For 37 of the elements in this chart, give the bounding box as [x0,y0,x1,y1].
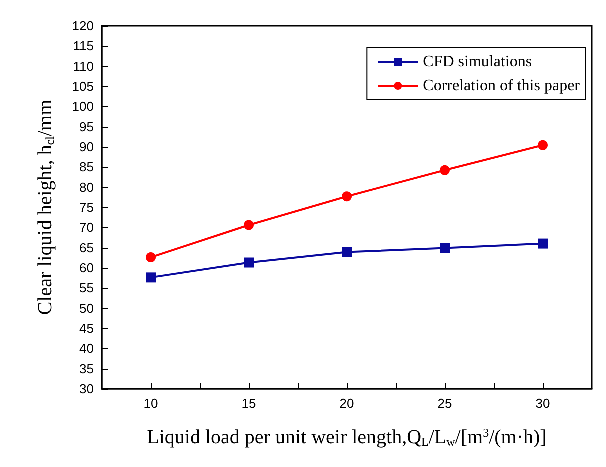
x-tick-label: 20 [340,396,354,411]
point [146,272,156,283]
y-tick-label: 95 [80,119,94,134]
legend-label: CFD simulations [423,54,532,70]
x-tick-label: 15 [242,396,256,411]
x-tick-label: 10 [144,396,158,411]
point [538,140,548,150]
point [342,192,352,202]
y-tick-label: 75 [80,200,94,215]
point [146,252,156,263]
y-tick-label: 30 [80,382,94,396]
y-tick-label: 45 [80,321,94,336]
point [440,165,450,176]
y-tick-label: 60 [80,260,94,276]
y-tick-label: 55 [80,280,94,296]
y-tick-label: 35 [80,361,94,376]
legend-label: Correlation of this paper [423,78,581,94]
y-tick-label: 65 [80,240,94,256]
y-tick-label: 110 [73,58,94,74]
point [244,220,254,230]
y-tick-label: 115 [73,38,94,54]
y-tick-label: 50 [80,300,94,316]
y-tick-label: 85 [80,160,94,175]
point [538,238,548,249]
y-tick-label: 80 [80,180,94,195]
x-tick-label: 25 [438,396,452,411]
y-tick-label: 90 [80,140,94,154]
y-axis-title: Clear liquid height, hcl/mm [34,99,57,316]
y-tick-label: 105 [72,79,94,94]
x-tick-label: 30 [536,396,550,411]
y-tick-label: 40 [80,341,94,356]
point [440,243,450,254]
point [244,258,254,268]
y-tick-label: 120 [72,18,94,34]
point [342,247,352,258]
y-tick-label: 100 [72,99,94,114]
y-tick-label: 70 [80,220,94,236]
